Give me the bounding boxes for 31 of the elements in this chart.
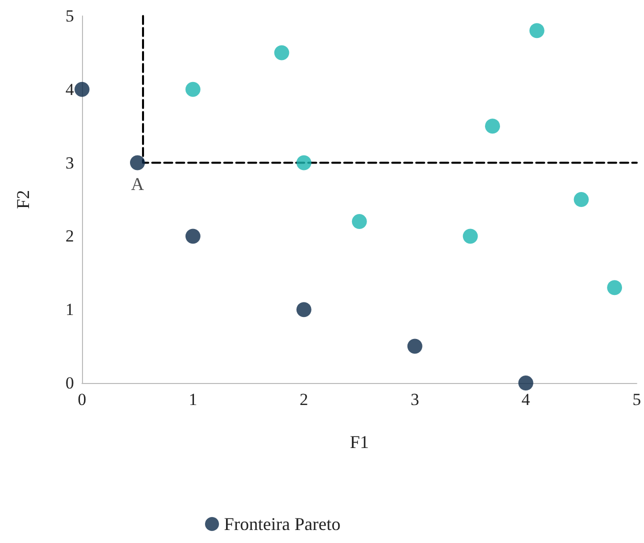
point — [407, 338, 422, 354]
x-tick-label: 5 — [632, 390, 641, 409]
point — [462, 228, 478, 244]
y-axis-title: F2 — [13, 190, 33, 210]
x-tick-label: 0 — [78, 390, 86, 409]
y-tick-label: 5 — [66, 6, 74, 26]
point — [296, 302, 312, 318]
y-tick-label: 2 — [66, 226, 74, 246]
point — [296, 155, 312, 170]
annotation: A — [130, 174, 144, 194]
point — [274, 45, 290, 60]
y-tick-label: 1 — [66, 300, 74, 320]
y-tick-label: 0 — [66, 374, 74, 392]
x-tick-label: 2 — [300, 390, 308, 409]
point — [518, 376, 534, 390]
point — [130, 155, 145, 170]
point — [529, 23, 544, 38]
legend-label: Fronteira Pareto — [224, 514, 340, 534]
point — [485, 118, 500, 134]
x-tick-label: 4 — [522, 390, 531, 409]
point — [352, 214, 367, 230]
x-axis-title: F1 — [350, 432, 369, 452]
y-tick-label: 4 — [66, 80, 74, 99]
y-tick-label: 3 — [66, 153, 74, 172]
point — [574, 192, 589, 207]
x-tick-label: 3 — [410, 390, 420, 409]
x-tick-label: 1 — [188, 390, 198, 409]
point — [185, 82, 200, 97]
point — [74, 82, 90, 97]
point — [607, 280, 622, 296]
point — [185, 228, 200, 244]
